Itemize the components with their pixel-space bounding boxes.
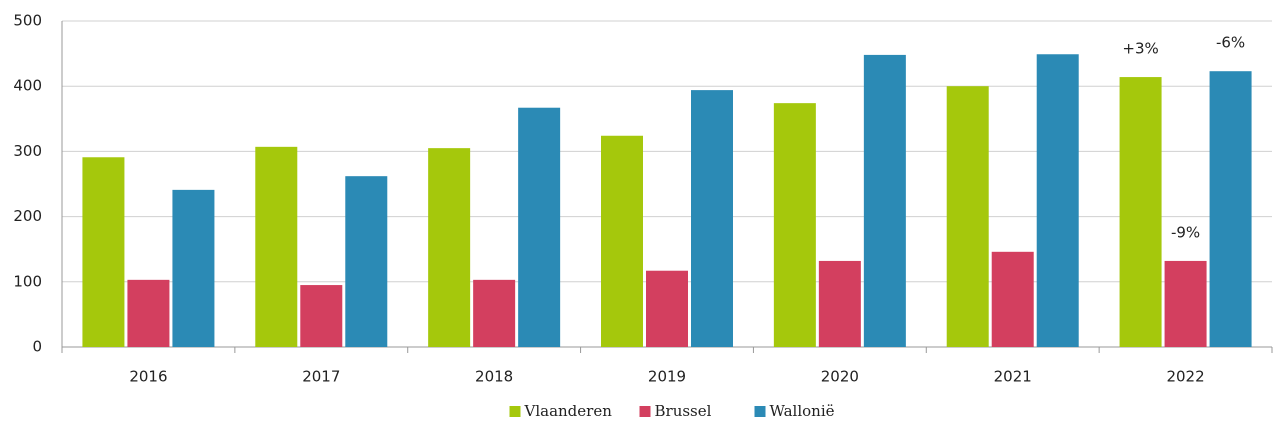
- y-tick-label: 100: [13, 272, 42, 290]
- bar: [1209, 71, 1252, 347]
- bar: [601, 135, 643, 347]
- bar: [127, 279, 170, 347]
- x-tick-label: 2016: [129, 368, 167, 386]
- bar: [255, 146, 298, 347]
- bar: [1119, 77, 1162, 348]
- bar: [300, 285, 343, 347]
- legend-label: Brussel: [655, 402, 712, 420]
- annotation: -9%: [1171, 223, 1200, 241]
- annotation: -6%: [1216, 34, 1245, 52]
- y-tick-label: 500: [13, 12, 42, 30]
- legend-label: Wallonië: [770, 402, 835, 420]
- y-tick-label: 300: [13, 142, 42, 160]
- y-tick-label: 0: [32, 338, 42, 356]
- bar: [1164, 260, 1207, 347]
- bar: [773, 103, 816, 347]
- bar: [1036, 54, 1079, 347]
- x-tick-label: 2017: [302, 368, 340, 386]
- bar: [991, 251, 1034, 347]
- bar: [428, 148, 471, 347]
- x-tick-label: 2020: [821, 368, 859, 386]
- bar: [172, 189, 215, 347]
- bar: [818, 260, 861, 347]
- bar: [345, 176, 388, 347]
- x-tick-label: 2021: [994, 368, 1032, 386]
- x-tick-label: 2018: [475, 368, 513, 386]
- bar: [473, 279, 516, 347]
- bar: [691, 90, 733, 347]
- bar: [863, 54, 906, 348]
- x-tick-label: 2019: [648, 368, 686, 386]
- annotation: +3%: [1122, 40, 1158, 58]
- y-tick-label: 400: [13, 77, 42, 95]
- legend-swatch: [509, 406, 521, 417]
- legend-swatch: [639, 406, 651, 417]
- x-tick-label: 2022: [1166, 368, 1204, 386]
- bar: [82, 157, 125, 347]
- y-tick-label: 200: [13, 207, 42, 225]
- legend-label: Vlaanderen: [524, 402, 613, 420]
- legend-swatch: [754, 406, 766, 417]
- bar: [518, 107, 561, 347]
- bar: [946, 86, 989, 347]
- bar: [646, 270, 688, 347]
